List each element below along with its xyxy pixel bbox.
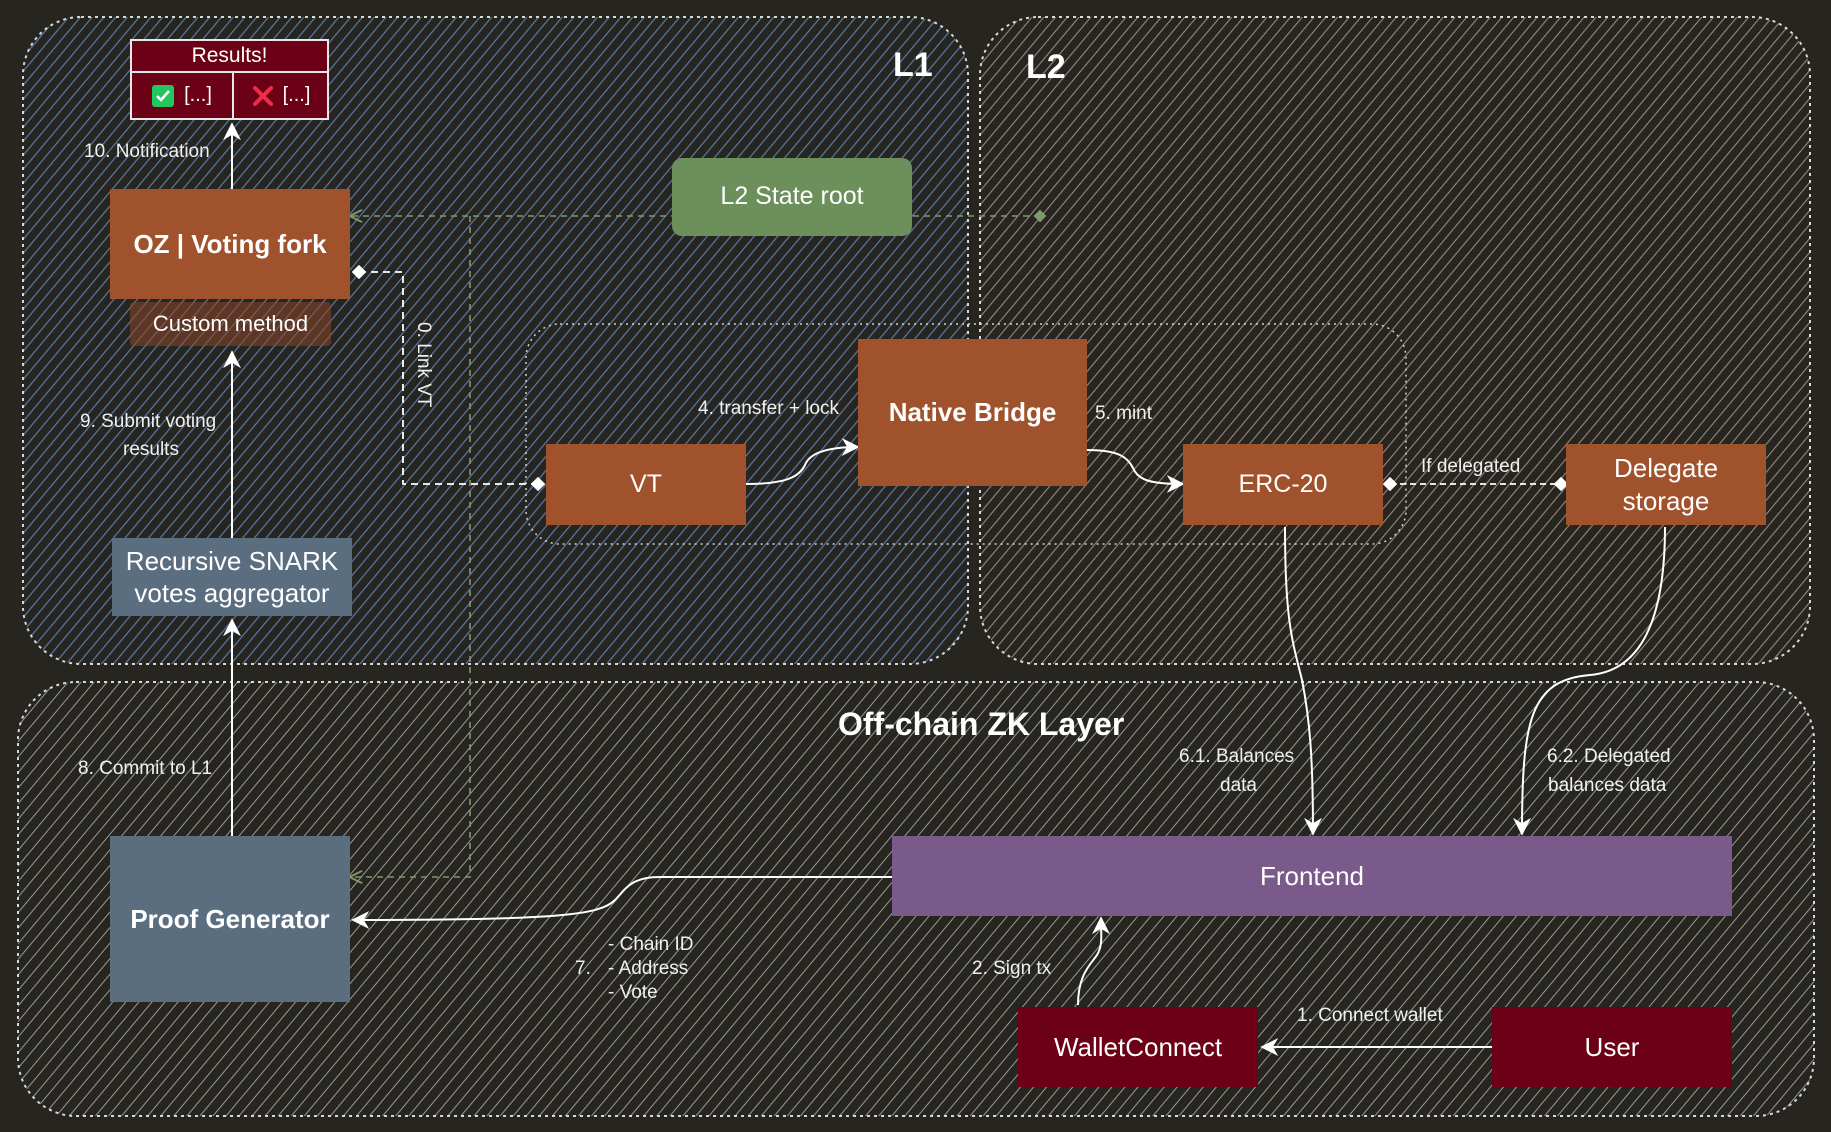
frontend-box: Frontend xyxy=(892,836,1732,916)
delegated-balances-label-2: balances data xyxy=(1548,775,1667,796)
sign-tx-edge xyxy=(1077,916,1111,1006)
oz-voting-fork-box: OZ | Voting fork xyxy=(110,189,350,299)
step7-number: 7. xyxy=(575,958,591,979)
step7-address: - Address xyxy=(608,958,689,979)
results-yes-label: [...] xyxy=(184,84,212,106)
mint-label: 5. mint xyxy=(1095,403,1153,424)
delegate-storage-box: Delegate storage xyxy=(1566,444,1766,525)
results-no-label: [...] xyxy=(282,84,311,106)
walletconnect-box: WalletConnect xyxy=(1018,1007,1258,1087)
balances-edge xyxy=(1284,526,1322,836)
erc20-box: ERC-20 xyxy=(1183,444,1383,525)
recursive-snark-box: Recursive SNARK votes aggregator xyxy=(112,538,352,616)
proof-generator-box: Proof Generator xyxy=(110,836,350,1002)
cross-icon xyxy=(251,84,275,108)
step7-chain-id: - Chain ID xyxy=(608,934,694,955)
if-delegated-label: If delegated xyxy=(1421,456,1521,477)
sign-tx-label: 2. Sign tx xyxy=(972,958,1052,979)
step7-vote: - Vote xyxy=(608,982,658,1003)
results-title: Results! xyxy=(132,41,327,73)
user-box: User xyxy=(1492,1007,1732,1087)
delegated-balances-edge xyxy=(1513,526,1666,836)
balances-label-1: 6.1. Balances xyxy=(1179,746,1295,767)
l1-title: L1 xyxy=(893,46,933,84)
connect-wallet-label: 1. Connect wallet xyxy=(1297,1005,1443,1026)
step7-edge xyxy=(351,876,892,929)
balances-label-2: data xyxy=(1220,775,1257,796)
delegated-balances-label-1: 6.2. Delegated xyxy=(1547,746,1671,767)
checkmark-icon xyxy=(152,84,175,107)
offchain-title: Off-chain ZK Layer xyxy=(838,706,1125,742)
native-bridge-box: Native Bridge xyxy=(858,339,1087,486)
results-yes-cell: [...] xyxy=(132,73,234,118)
custom-method-box: Custom method xyxy=(130,302,331,346)
l2-state-root-box: L2 State root xyxy=(672,158,912,236)
vt-box: VT xyxy=(546,444,746,525)
transfer-lock-label: 4. transfer + lock xyxy=(698,398,839,419)
mint-edge xyxy=(1086,449,1185,493)
transfer-lock-edge xyxy=(745,438,860,485)
results-no-cell: [...] xyxy=(234,73,327,118)
link-vt-label: 0. Link VT xyxy=(413,322,434,408)
link-vt-edge xyxy=(351,264,546,492)
submit-voting-label-2: results xyxy=(123,439,179,460)
commit-l1-label: 8. Commit to L1 xyxy=(78,758,213,779)
results-table: Results! [...] [...] xyxy=(130,39,329,120)
notification-label: 10. Notification xyxy=(84,141,210,162)
submit-voting-label-1: 9. Submit voting xyxy=(80,411,217,432)
l2-title: L2 xyxy=(1026,48,1066,86)
l2-region xyxy=(979,16,1811,665)
